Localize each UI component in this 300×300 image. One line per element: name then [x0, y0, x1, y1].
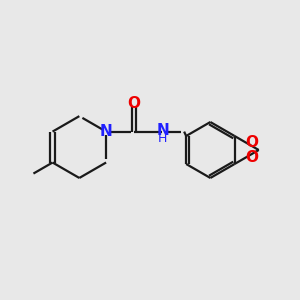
Text: O: O [246, 135, 259, 150]
Text: O: O [128, 95, 141, 110]
Text: N: N [100, 124, 112, 139]
Text: H: H [158, 132, 167, 145]
Text: N: N [156, 123, 169, 138]
Text: O: O [246, 150, 259, 165]
